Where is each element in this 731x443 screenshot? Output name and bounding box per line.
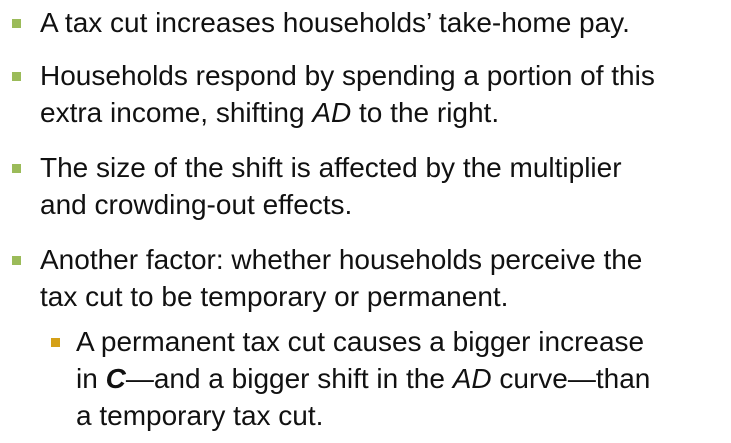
text-run-italic: AD xyxy=(452,363,492,394)
bullet-line: tax cut to be temporary or permanent. xyxy=(40,278,642,315)
text-run-bold-italic: C xyxy=(105,363,126,394)
bullet-line: The size of the shift is affected by the… xyxy=(40,149,622,186)
bullet-text: Households respond by spending a portion… xyxy=(40,57,655,131)
square-bullet-icon xyxy=(12,256,21,265)
text-run: extra income, shifting xyxy=(40,97,313,128)
text-run: a temporary tax cut. xyxy=(76,400,324,431)
text-run: tax cut to be temporary or permanent. xyxy=(40,281,509,312)
bullet-line: extra income, shifting AD to the right. xyxy=(40,94,655,131)
bullet-line: Another factor: whether households perce… xyxy=(40,241,642,278)
bullet-line: A tax cut increases households’ take-hom… xyxy=(40,4,630,41)
square-bullet-icon xyxy=(12,19,21,28)
text-run: curve—than xyxy=(491,363,651,394)
bullet-text: A tax cut increases households’ take-hom… xyxy=(40,4,630,41)
text-run: A permanent tax cut causes a bigger incr… xyxy=(76,326,645,357)
text-run: to the right. xyxy=(351,97,500,128)
bullet-line: a temporary tax cut. xyxy=(76,397,650,434)
bullet-line: in C—and a bigger shift in the AD curve—… xyxy=(76,360,650,397)
text-run: —and a bigger shift in the xyxy=(125,363,453,394)
square-bullet-icon xyxy=(12,72,21,81)
text-run: Households respond by spending a portion… xyxy=(40,60,655,91)
text-run: and crowding-out effects. xyxy=(40,189,353,220)
text-run: in xyxy=(76,363,106,394)
bullet-line: and crowding-out effects. xyxy=(40,186,622,223)
bullet-text: A permanent tax cut causes a bigger incr… xyxy=(76,323,650,434)
square-sub-bullet-icon xyxy=(51,338,60,347)
bullet-line: A permanent tax cut causes a bigger incr… xyxy=(76,323,650,360)
text-run: The size of the shift is affected by the… xyxy=(40,152,622,183)
bullet-text: The size of the shift is affected by the… xyxy=(40,149,622,223)
text-run-italic: AD xyxy=(312,97,352,128)
text-run: A tax cut increases households’ take-hom… xyxy=(40,7,630,38)
text-run: Another factor: whether households perce… xyxy=(40,244,643,275)
bullet-line: Households respond by spending a portion… xyxy=(40,57,655,94)
square-bullet-icon xyxy=(12,164,21,173)
bullet-text: Another factor: whether households perce… xyxy=(40,241,642,315)
